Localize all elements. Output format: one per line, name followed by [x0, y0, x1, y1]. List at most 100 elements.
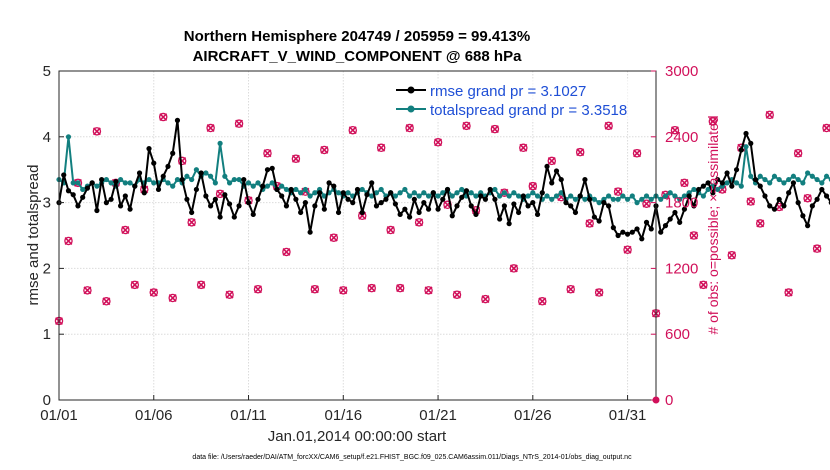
totalspread-point	[250, 183, 256, 189]
totalspread-point	[506, 193, 512, 199]
obs-assimilated-marker	[197, 280, 206, 289]
totalspread-point	[468, 190, 474, 196]
obs-assimilated-marker	[92, 127, 101, 136]
totalspread-point	[335, 190, 342, 196]
obs-possible-marker	[822, 123, 830, 133]
rmse-point	[553, 168, 560, 174]
rmse-point	[165, 163, 171, 170]
rmse-point	[658, 229, 664, 235]
obs-assimilated-marker	[623, 245, 632, 254]
obs-possible-marker	[329, 233, 339, 242]
rmse-point	[790, 180, 797, 186]
y-right-origin-marker	[652, 396, 660, 404]
obs-possible-marker	[547, 156, 557, 166]
totalspread-point	[809, 173, 815, 179]
rmse-point	[245, 200, 252, 206]
obs-possible-marker	[632, 148, 642, 158]
rmse-point	[781, 203, 787, 209]
x-axis-ticks: 01/01 01/06 01/11 01/16 01/21 01/26 01/31	[40, 395, 646, 424]
y-right-tick-label: 1200	[665, 260, 698, 277]
rmse-point	[700, 183, 706, 189]
totalspread-point	[501, 190, 507, 196]
totalspread-point	[610, 196, 616, 202]
rmse-point	[146, 146, 152, 152]
totalspread-point	[236, 176, 242, 183]
x-tick-label: 01/01	[40, 407, 78, 424]
grid-lines	[58, 71, 656, 400]
obs-assimilated-marker	[159, 113, 168, 122]
totalspread-point	[165, 180, 171, 186]
rmse-point	[421, 200, 427, 206]
rmse-point	[743, 130, 749, 137]
totalspread-point	[255, 180, 261, 186]
obs-assimilated-marker	[490, 125, 499, 134]
obs-assimilated-marker	[765, 110, 774, 119]
totalspread-point	[421, 190, 427, 196]
rmse-point	[94, 207, 100, 214]
rmse-point	[748, 140, 754, 146]
obs-possible-marker	[348, 125, 358, 135]
obs-possible-marker	[500, 188, 509, 197]
rmse-point	[174, 117, 181, 123]
rmse-point	[591, 214, 598, 220]
rmse-point	[639, 236, 645, 242]
y-tick-label: 3	[43, 195, 51, 212]
rmse-point	[757, 183, 763, 189]
obs-assimilated-marker	[642, 199, 651, 208]
obs-assimilated-marker	[187, 218, 196, 227]
rmse-point	[691, 203, 697, 209]
rmse-point	[582, 176, 588, 183]
rmse-point	[203, 193, 209, 199]
rmse-point	[326, 180, 332, 186]
rmse-point	[681, 206, 688, 212]
totalspread-point	[231, 176, 237, 183]
rmse-point	[795, 200, 801, 206]
obs-assimilated-marker	[585, 219, 594, 228]
rmse-point	[733, 167, 740, 173]
rmse-point	[160, 173, 166, 179]
totalspread-point	[572, 196, 579, 202]
rmse-point	[686, 193, 692, 199]
legend-rmse-label: rmse grand pr = 3.1027	[430, 83, 586, 100]
rmse-point	[620, 229, 626, 235]
rmse-point	[729, 183, 735, 189]
obs-possible-marker	[187, 218, 196, 227]
x-tick-label: 01/11	[230, 407, 266, 424]
rmse-point	[359, 209, 365, 216]
totalspread-point	[369, 193, 375, 199]
obs-possible-marker	[149, 288, 159, 297]
totalspread-point	[497, 193, 503, 199]
rmse-point	[634, 226, 640, 232]
obs-possible-marker	[121, 225, 130, 235]
totalspread-point	[582, 196, 588, 202]
rmse-point	[440, 196, 446, 202]
y-right-axis-label: # of obs: o=possible; ×=assimilated	[705, 115, 721, 334]
obs-possible-marker	[462, 121, 471, 131]
rmse-point	[392, 201, 399, 207]
rmse-point	[710, 190, 716, 196]
totalspread-point	[312, 190, 318, 196]
rmse-point	[705, 180, 711, 186]
rmse-point	[127, 206, 133, 212]
rmse-point	[525, 203, 531, 209]
rmse-point	[279, 193, 285, 199]
rmse-point	[520, 193, 526, 199]
totalspread-point	[279, 183, 285, 189]
totalspread-point	[643, 193, 650, 199]
obs-assimilated-marker	[481, 295, 490, 304]
totalspread-point	[378, 186, 384, 193]
rmse-point	[752, 176, 759, 183]
obs-assimilated-marker	[121, 226, 130, 234]
totalspread-point	[189, 176, 195, 183]
totalspread-point	[662, 193, 669, 199]
rmse-point	[696, 186, 702, 193]
totalspread-point	[293, 186, 299, 193]
rmse-point	[283, 203, 290, 209]
rmse-point	[151, 160, 157, 166]
rmse-point	[724, 170, 730, 176]
y-tick-label: 5	[43, 63, 51, 80]
rmse-point	[596, 218, 602, 224]
obs-possible-marker	[509, 264, 519, 273]
obs-assimilated-marker	[254, 285, 262, 294]
obs-possible-marker	[339, 286, 348, 295]
